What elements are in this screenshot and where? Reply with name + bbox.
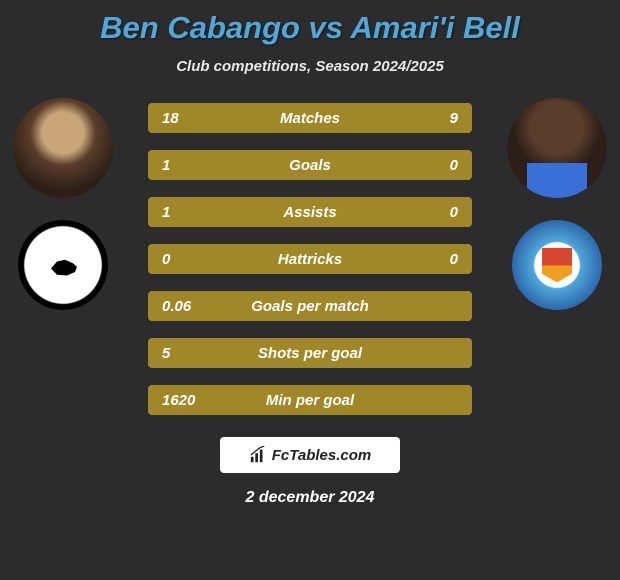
site-logo-box: FcTables.com	[220, 437, 400, 473]
stat-left-value: 1620	[148, 392, 218, 409]
club-left-badge	[18, 220, 108, 310]
stat-row-goals: 1 Goals 0	[148, 150, 472, 180]
stat-label: Goals per match	[251, 298, 369, 315]
stat-row-assists: 1 Assists 0	[148, 197, 472, 227]
stat-left-value: 1	[148, 204, 218, 221]
stat-label: Shots per goal	[258, 345, 362, 362]
stat-left-value: 1	[148, 157, 218, 174]
site-logo-text: FcTables.com	[272, 447, 371, 464]
stat-label: Hattricks	[278, 251, 342, 268]
stats-column: 18 Matches 9 1 Goals 0 1 Assists 0 0 Hat…	[118, 93, 502, 415]
stat-row-min-per-goal: 1620 Min per goal	[148, 385, 472, 415]
stat-label: Goals	[289, 157, 331, 174]
stat-row-goals-per-match: 0.06 Goals per match	[148, 291, 472, 321]
comparison-content: 18 Matches 9 1 Goals 0 1 Assists 0 0 Hat…	[0, 93, 620, 415]
player-right-column	[502, 93, 612, 415]
stat-left-value: 0.06	[148, 298, 218, 315]
date-label: 2 december 2024	[0, 489, 620, 507]
stat-row-hattricks: 0 Hattricks 0	[148, 244, 472, 274]
player-left-avatar	[13, 98, 113, 198]
stat-row-shots-per-goal: 5 Shots per goal	[148, 338, 472, 368]
page-title: Ben Cabango vs Amari'i Bell	[0, 0, 620, 46]
club-right-badge	[512, 220, 602, 310]
subtitle: Club competitions, Season 2024/2025	[0, 58, 620, 75]
chart-icon	[249, 446, 267, 464]
stat-left-value: 0	[148, 251, 218, 268]
stat-row-matches: 18 Matches 9	[148, 103, 472, 133]
stat-left-value: 18	[148, 110, 218, 127]
stat-left-value: 5	[148, 345, 218, 362]
stat-label: Matches	[280, 110, 340, 127]
stat-label: Assists	[283, 204, 336, 221]
stat-right-value: 0	[450, 251, 472, 268]
stat-right-value: 0	[450, 204, 472, 221]
stat-right-value: 9	[450, 110, 472, 127]
player-left-column	[8, 93, 118, 415]
stat-label: Min per goal	[266, 392, 354, 409]
stat-right-value: 0	[450, 157, 472, 174]
player-right-avatar	[507, 98, 607, 198]
